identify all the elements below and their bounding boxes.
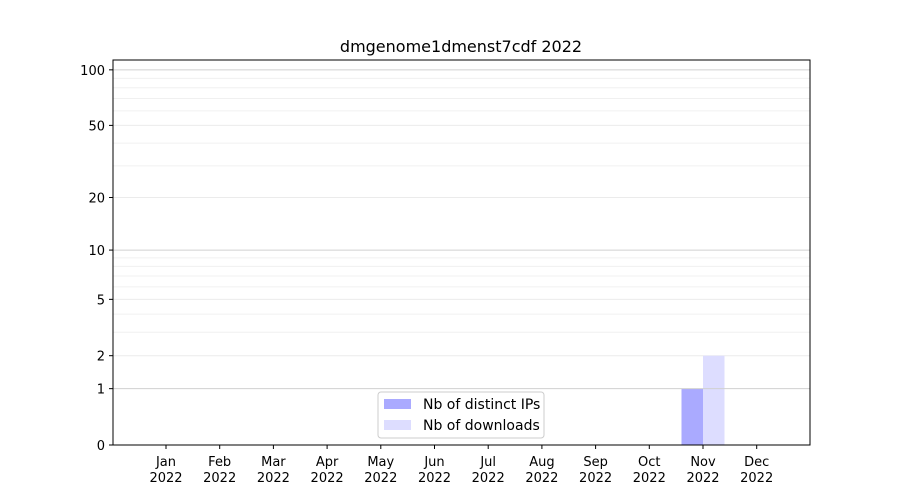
x-tick-label-year: 2022 xyxy=(472,471,505,486)
x-tick-label-month: Aug xyxy=(529,455,554,470)
x-tick-label-year: 2022 xyxy=(579,471,612,486)
y-tick-label: 1 xyxy=(97,383,105,398)
x-tick-label-month: Dec xyxy=(744,455,769,470)
x-tick-label-year: 2022 xyxy=(257,471,290,486)
x-tick-label-month: Jan xyxy=(155,455,176,470)
x-tick-label-month: Mar xyxy=(261,455,286,470)
x-tick-label-year: 2022 xyxy=(686,471,719,486)
x-tick-label-month: Jul xyxy=(479,455,496,470)
x-tick-label-month: Nov xyxy=(690,455,716,470)
legend-label-downloads: Nb of downloads xyxy=(423,418,540,434)
x-tick-label-year: 2022 xyxy=(203,471,236,486)
plot-frame xyxy=(112,59,811,446)
y-tick-label: 2 xyxy=(97,350,105,365)
x-tick-label-month: Oct xyxy=(638,455,660,470)
bar-ips xyxy=(681,388,703,445)
y-tick-label: 100 xyxy=(80,64,105,79)
y-tick-label: 50 xyxy=(88,119,105,134)
legend-swatch-ips xyxy=(384,399,411,409)
x-tick-label-year: 2022 xyxy=(418,471,451,486)
y-tick-label: 10 xyxy=(88,244,105,259)
chart-title: dmgenome1dmenst7cdf 2022 xyxy=(340,37,582,56)
x-tick-label-year: 2022 xyxy=(149,471,182,486)
legend-swatch-downloads xyxy=(384,420,411,430)
x-tick-label-month: Sep xyxy=(583,455,608,470)
legend-label-ips: Nb of distinct IPs xyxy=(423,397,540,413)
bar-downloads xyxy=(703,355,725,445)
x-tick-label-year: 2022 xyxy=(525,471,558,486)
bars xyxy=(681,355,725,445)
legend-box xyxy=(377,391,545,439)
x-axis: Jan2022Feb2022Mar2022Apr2022May2022Jun20… xyxy=(149,445,773,486)
x-tick-label-month: May xyxy=(367,455,394,470)
grid-major xyxy=(113,69,810,390)
legend: Nb of distinct IPs Nb of downloads xyxy=(377,391,545,439)
y-tick-label: 0 xyxy=(97,439,105,454)
y-axis: 0 1 2 5 10 20 50 100 xyxy=(80,64,113,454)
x-tick-label-month: Feb xyxy=(208,455,231,470)
x-tick-label-year: 2022 xyxy=(364,471,397,486)
x-tick-label-year: 2022 xyxy=(311,471,344,486)
x-tick-label-year: 2022 xyxy=(740,471,773,486)
x-tick-label-month: Apr xyxy=(316,455,339,470)
y-tick-label: 20 xyxy=(88,192,105,207)
x-tick-label-month: Jun xyxy=(423,455,444,470)
y-tick-label: 5 xyxy=(97,293,105,308)
x-tick-label-year: 2022 xyxy=(633,471,666,486)
